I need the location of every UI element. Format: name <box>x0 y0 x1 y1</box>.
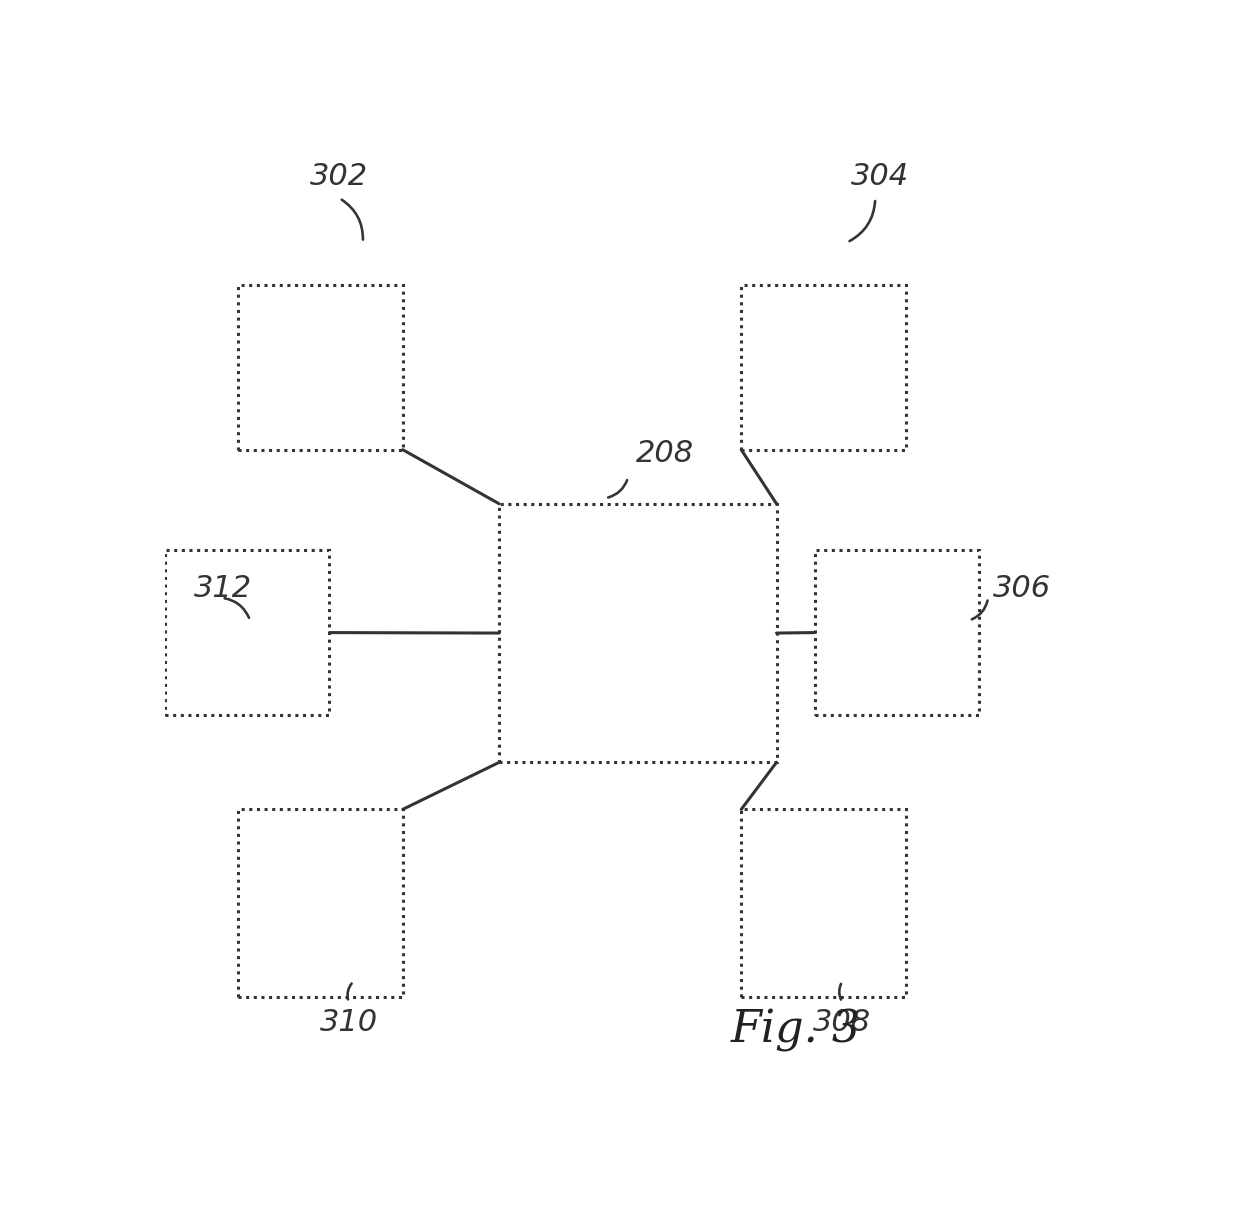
Text: 310: 310 <box>320 1009 378 1038</box>
Text: 302: 302 <box>310 162 368 192</box>
Text: 208: 208 <box>635 440 693 468</box>
Text: 304: 304 <box>851 162 909 192</box>
Text: Fig. 3: Fig. 3 <box>730 1009 861 1051</box>
Text: 306: 306 <box>993 574 1050 603</box>
Bar <box>742 810 905 998</box>
Bar <box>165 551 330 714</box>
Text: 308: 308 <box>813 1009 872 1038</box>
Bar <box>238 286 403 449</box>
Bar <box>500 504 776 762</box>
Bar <box>238 810 403 998</box>
Bar <box>742 286 905 449</box>
Text: 312: 312 <box>193 574 252 603</box>
Bar <box>815 551 980 714</box>
